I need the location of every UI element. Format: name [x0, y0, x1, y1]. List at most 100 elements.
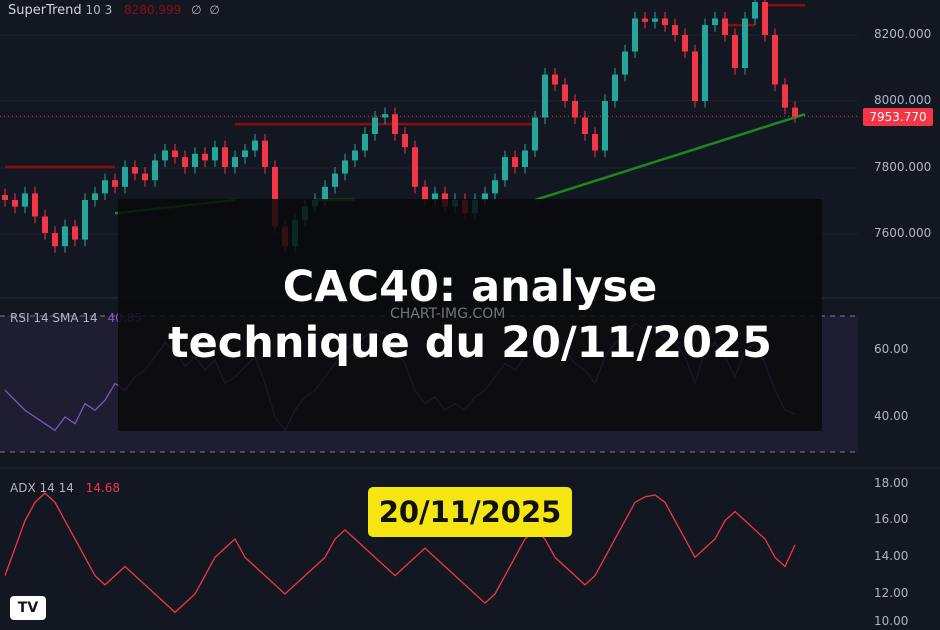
candle-body [362, 134, 368, 151]
title-line-1: CAC40: analyse [282, 262, 658, 312]
candle-body [712, 18, 718, 26]
candle-body [592, 134, 598, 151]
candle-body [692, 51, 698, 101]
candle-body [782, 84, 788, 108]
candle-body [152, 160, 158, 181]
supertrend-value: 8280.999 [124, 3, 182, 17]
candle-body [432, 193, 438, 200]
candle-body [232, 157, 238, 167]
rsi-tick: 40.00 [874, 409, 909, 423]
adx-tick: 14.00 [874, 549, 909, 563]
candle-body [532, 117, 538, 151]
rsi-params: 14 SMA 14 [33, 311, 98, 325]
candle-body [702, 25, 708, 102]
candle-body [722, 18, 728, 35]
supertrend-label: SuperTrend [8, 3, 82, 18]
candle-body [652, 18, 658, 22]
rsi-tick: 60.00 [874, 342, 909, 356]
title-overlay: CAC40: analyse technique du 20/11/2025 [118, 199, 822, 431]
candle-body [632, 18, 638, 52]
candle-body [112, 180, 118, 187]
candle-body [552, 74, 558, 85]
title-line-2: technique du 20/11/2025 [168, 318, 772, 368]
candle-body [752, 2, 758, 19]
candle-body [102, 180, 108, 194]
candle-body [352, 150, 358, 161]
candle-body [22, 193, 28, 207]
candle-body [412, 147, 418, 187]
candle-body [612, 74, 618, 101]
candle-body [572, 101, 578, 118]
price-tick: 8200.000 [874, 27, 932, 41]
candle-body [682, 35, 688, 52]
candle-body [222, 147, 228, 167]
candle-body [12, 200, 18, 207]
candle-body [562, 84, 568, 101]
adx-tick: 10.00 [874, 614, 909, 628]
candle-body [792, 107, 798, 117]
adx-legend[interactable]: ADX 14 14 14.68 [10, 481, 120, 495]
watermark: CHART-IMG.COM [390, 306, 506, 322]
candle-body [422, 186, 428, 200]
candle-body [242, 150, 248, 158]
adx-params: 14 14 [39, 481, 74, 495]
candle-body [162, 150, 168, 161]
candle-body [502, 157, 508, 181]
candle-body [392, 114, 398, 134]
candle-body [262, 140, 268, 167]
candle-body [2, 195, 8, 200]
candle-body [252, 140, 258, 151]
candle-body [82, 200, 88, 240]
empty-value-icon: ∅ [191, 3, 202, 17]
candle-body [602, 101, 608, 151]
candle-body [332, 173, 338, 187]
candle-body [322, 186, 328, 200]
candle-body [492, 180, 498, 194]
candle-body [192, 153, 198, 167]
candle-body [732, 35, 738, 68]
price-tick: 7600.000 [874, 226, 932, 240]
candle-body [72, 226, 78, 240]
adx-tick: 16.00 [874, 512, 909, 526]
adx-tick: 18.00 [874, 476, 909, 490]
candle-body [142, 173, 148, 181]
candle-body [582, 117, 588, 134]
candle-body [122, 167, 128, 187]
empty-value-icon: ∅ [209, 3, 220, 17]
candle-body [772, 35, 778, 85]
candle-body [172, 150, 178, 158]
candle-body [762, 2, 768, 35]
supertrend-line [534, 113, 806, 202]
price-tick: 8000.000 [874, 93, 932, 107]
candle-body [342, 160, 348, 174]
candle-body [542, 74, 548, 118]
candle-body [212, 147, 218, 161]
candle-body [672, 25, 678, 35]
candle-body [132, 167, 138, 174]
candle-body [372, 117, 378, 134]
tradingview-logo[interactable]: TV [10, 596, 46, 620]
date-badge: 20/11/2025 [368, 487, 572, 537]
candle-body [522, 150, 528, 167]
candle-body [742, 18, 748, 68]
supertrend-legend[interactable]: SuperTrend 10 3 8280.999 ∅ ∅ [8, 3, 220, 18]
candle-body [662, 18, 668, 26]
candle-body [482, 193, 488, 200]
candle-body [642, 18, 648, 22]
candle-body [32, 193, 38, 217]
rsi-label: RSI [10, 311, 30, 325]
candle-body [272, 167, 278, 227]
candle-body [42, 216, 48, 233]
candle-body [62, 226, 68, 247]
candle-body [202, 153, 208, 161]
last-price-tag: 7953.770 [863, 108, 933, 126]
adx-label: ADX [10, 481, 36, 495]
candle-body [52, 233, 58, 247]
candle-body [92, 193, 98, 200]
adx-line [4, 492, 796, 614]
candle-body [402, 134, 408, 148]
adx-tick: 12.00 [874, 586, 909, 600]
supertrend-params: 10 3 [85, 3, 113, 17]
adx-value: 14.68 [85, 481, 121, 495]
